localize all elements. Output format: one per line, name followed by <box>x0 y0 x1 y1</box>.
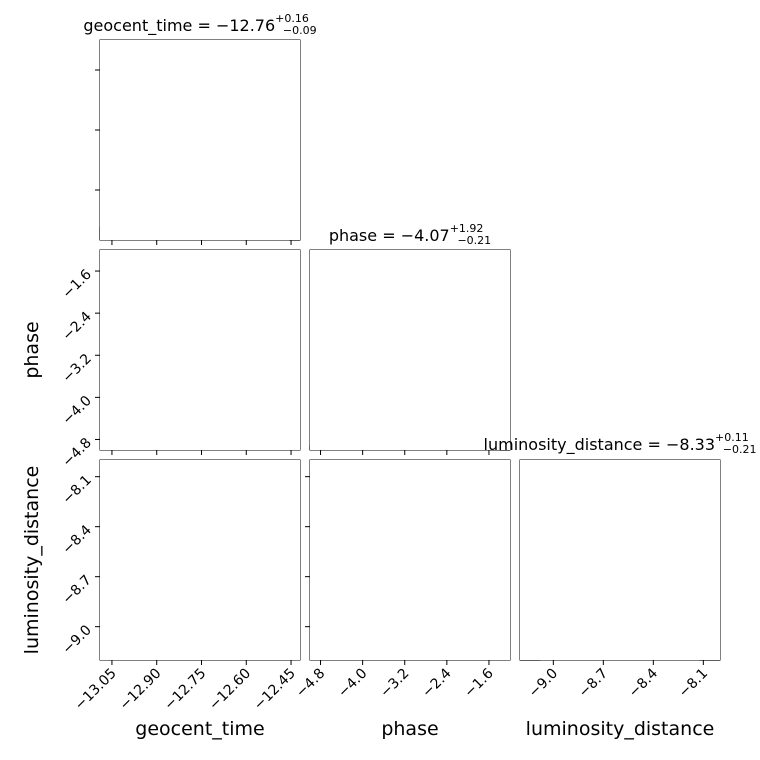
sample-point <box>459 454 462 457</box>
sample-point <box>95 606 98 609</box>
sample-point <box>306 500 309 503</box>
sample-point <box>305 534 308 537</box>
sample-point <box>352 456 355 459</box>
title-geocent-time: geocent_time = −12.76+0.16 −0.09 <box>83 12 316 37</box>
sample-point <box>346 456 349 459</box>
sample-point <box>302 505 305 508</box>
sample-point <box>305 516 308 519</box>
sample-point <box>95 617 98 620</box>
sample-point <box>96 603 99 606</box>
ytick-label-luminosity-distance: −8.7 <box>59 572 94 607</box>
sample-point <box>88 608 91 611</box>
sample-point <box>97 606 100 609</box>
sample-point <box>119 663 122 666</box>
xtick-label-phase: −4.8 <box>293 666 328 701</box>
sample-point <box>349 451 352 454</box>
sample-point <box>86 605 89 608</box>
sample-point <box>95 636 98 639</box>
xlabel-geocent-time: geocent_time <box>135 718 264 740</box>
sample-point <box>95 554 98 557</box>
sample-point <box>301 463 304 466</box>
xtick-label-luminosity-distance: −8.4 <box>626 665 661 700</box>
sample-point <box>227 450 230 453</box>
ytick-label-phase: −1.6 <box>59 267 94 302</box>
sample-point <box>307 502 310 505</box>
sample-point <box>358 454 361 457</box>
sample-point <box>91 655 94 658</box>
ylabel-phase: phase <box>21 321 43 378</box>
sample-point <box>97 653 100 656</box>
hist-geocent-time-bg <box>100 40 300 240</box>
sample-point <box>300 479 303 482</box>
title-phase: phase = −4.07+1.92 −0.21 <box>329 222 491 247</box>
sample-point <box>301 514 304 517</box>
scatter-phase-luminosity-distance-bg <box>310 460 510 660</box>
scatter-geocent-time-phase-bg <box>100 250 300 450</box>
sample-point <box>464 453 467 456</box>
hist-phase-bg <box>310 250 510 450</box>
ylabel-luminosity-distance: luminosity_distance <box>21 466 43 655</box>
sample-point <box>238 456 241 459</box>
xlabel-phase: phase <box>381 718 438 740</box>
sample-point <box>359 456 362 459</box>
xtick-label-geocent-time: −12.60 <box>206 666 254 714</box>
sample-point <box>306 571 309 574</box>
scatter-geocent-time-luminosity-distance-bg <box>100 460 300 660</box>
sample-point <box>301 513 304 516</box>
xtick-label-phase: −1.6 <box>461 665 496 700</box>
ytick-label-phase: −2.4 <box>59 309 94 344</box>
sample-point <box>354 457 357 460</box>
sample-point <box>350 450 353 453</box>
hist-luminosity-distance-bg <box>520 460 720 660</box>
ytick-label-luminosity-distance: −9.0 <box>59 622 94 657</box>
sample-point <box>346 456 349 459</box>
xtick-label-phase: −2.4 <box>419 665 454 700</box>
sample-point <box>301 503 304 506</box>
sample-point <box>301 515 304 518</box>
sample-point <box>303 492 306 495</box>
xtick-label-geocent-time: −12.75 <box>161 666 209 714</box>
ytick-label-luminosity-distance: −8.4 <box>59 522 94 557</box>
sample-point <box>280 453 283 456</box>
sample-point <box>510 561 513 564</box>
sample-point <box>300 511 303 514</box>
ytick-label-phase: −3.2 <box>59 351 94 386</box>
xtick-label-luminosity-distance: −9.0 <box>526 666 561 701</box>
xtick-label-luminosity-distance: −8.1 <box>676 666 711 701</box>
xtick-label-geocent-time: −12.90 <box>117 666 165 714</box>
xtick-label-geocent-time: −13.05 <box>72 666 120 714</box>
xlabel-luminosity-distance: luminosity_distance <box>526 718 715 740</box>
title-luminosity-distance: luminosity_distance = −8.33+0.11 −0.21 <box>484 431 757 456</box>
sample-point <box>94 646 97 649</box>
sample-point <box>154 663 157 666</box>
sample-point <box>149 662 152 665</box>
ytick-label-luminosity-distance: −8.1 <box>59 472 94 507</box>
xtick-label-phase: −3.2 <box>377 666 412 701</box>
sample-point <box>455 455 458 458</box>
sample-point <box>374 681 377 684</box>
ytick-label-phase: −4.0 <box>59 393 94 428</box>
xtick-label-phase: −4.0 <box>335 666 370 701</box>
xtick-label-luminosity-distance: −8.7 <box>576 666 611 701</box>
ytick-label-phase: −4.8 <box>59 435 94 470</box>
sample-point <box>382 661 385 664</box>
